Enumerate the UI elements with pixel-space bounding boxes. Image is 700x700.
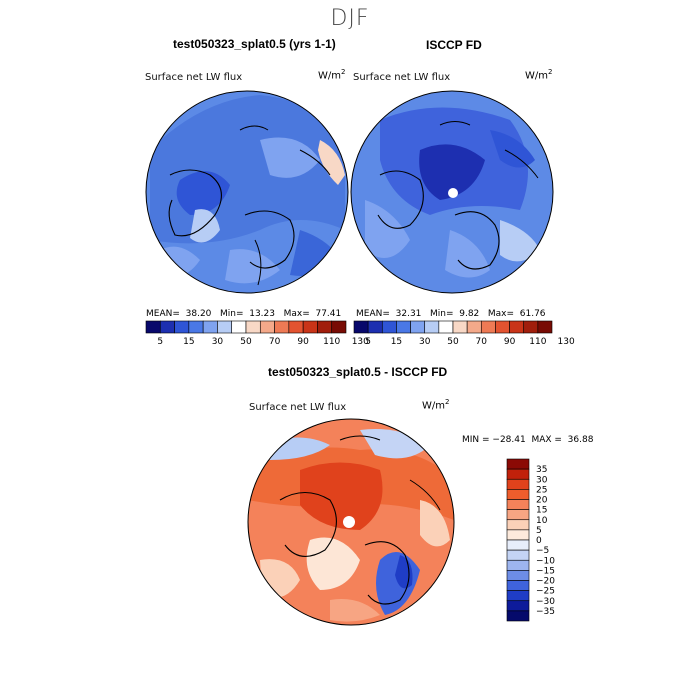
colorbar-swatch: [274, 320, 290, 334]
colorbar-swatch: [331, 320, 347, 334]
colorbar-tick-label: 70: [269, 337, 281, 347]
colorbar-tick-label: 15: [391, 337, 402, 347]
colorbar-swatch: [288, 320, 304, 334]
colorbar-tick-label: 110: [323, 337, 340, 347]
colorbar-swatch: [410, 320, 426, 334]
diff-title: test050323_splat0.5 - ISCCP FD: [268, 365, 448, 379]
colorbar-tick-label: 90: [504, 337, 516, 347]
colorbar-tick-label: 130: [352, 337, 369, 347]
colorbar-swatch: [506, 549, 530, 561]
panel-title-obs: ISCCP FD: [426, 38, 482, 52]
colorbar-swatch: [353, 320, 369, 334]
colorbar-tick-label: −30: [536, 597, 555, 607]
units-diff: W/m2: [422, 398, 450, 412]
colorbar-swatch: [537, 320, 553, 334]
stats-diff: MIN = −28.41 MAX = 36.88: [462, 435, 594, 445]
colorbar-tick-label: 110: [529, 337, 546, 347]
colorbar-tick-label: −15: [536, 566, 555, 576]
colorbar-swatch: [506, 580, 530, 591]
colorbar-swatch: [245, 320, 261, 334]
panel-title-model: test050323_splat0.5 (yrs 1-1): [173, 37, 336, 51]
colorbar-swatch: [188, 320, 204, 334]
figure-title: DJF: [330, 6, 370, 31]
colorbar-tick-label: 5: [157, 337, 163, 347]
colorbar-swatch: [506, 570, 530, 581]
colorbar-tick-label: −35: [536, 607, 555, 617]
colorbar-tick-label: 20: [536, 496, 548, 506]
colorbar-swatch: [466, 320, 482, 334]
colorbar-swatch: [506, 499, 530, 510]
map-model: [146, 91, 348, 293]
colorbar-swatch: [367, 320, 383, 334]
colorbar-swatch: [159, 320, 175, 334]
field-label-obs: Surface net LW flux: [353, 72, 451, 83]
colorbar-swatch: [506, 590, 530, 602]
colorbar-swatch: [217, 320, 233, 334]
colorbar-swatch: [231, 320, 247, 334]
colorbar-swatch: [480, 320, 496, 334]
colorbar-tick-label: 30: [419, 337, 431, 347]
field-label-diff: Surface net LW flux: [249, 402, 347, 413]
colorbar-tick-label: 130: [558, 337, 575, 347]
colorbar-swatch: [259, 320, 275, 334]
colorbar-tick-label: 35: [536, 465, 547, 475]
stats-model: MEAN= 38.20 Min= 13.23 Max= 77.41: [146, 309, 342, 319]
colorbar-swatch: [438, 320, 454, 334]
colorbar-swatch: [506, 610, 530, 622]
colorbar-tick-label: 70: [476, 337, 488, 347]
field-label-model: Surface net LW flux: [145, 72, 243, 83]
colorbar-swatch: [317, 320, 333, 334]
colorbar-tick-label: 5: [365, 337, 371, 347]
stats-obs: MEAN= 32.31 Min= 9.82 Max= 61.76: [356, 309, 546, 319]
colorbar-swatch: [506, 468, 530, 480]
colorbar-swatch: [506, 539, 530, 551]
colorbar-swatch: [381, 320, 397, 334]
units-model: W/m2: [318, 68, 346, 82]
colorbar-swatch: [174, 320, 190, 334]
map-obs: [351, 91, 553, 293]
colorbar-model: 5 15 30 50 70 90 110 130: [145, 320, 369, 347]
colorbar-tick-label: 50: [240, 337, 252, 347]
colorbar-swatch: [506, 600, 530, 612]
colorbar-tick-label: −5: [536, 546, 549, 556]
colorbar-tick-label: 5: [536, 526, 542, 536]
colorbar-tick-label: 10: [536, 516, 548, 526]
colorbar-tick-label: −10: [536, 556, 555, 566]
colorbar-tick-label: −25: [536, 587, 555, 597]
colorbar-swatch: [506, 559, 530, 571]
colorbar-swatch: [302, 320, 318, 334]
colorbar-swatch: [509, 320, 525, 334]
colorbar-tick-label: 50: [447, 337, 459, 347]
colorbar-obs: 5 15 30 50 70 90 110 130: [353, 320, 575, 347]
colorbar-swatch: [506, 458, 530, 470]
colorbar-swatch: [495, 320, 510, 334]
colorbar-swatch: [506, 519, 530, 531]
pole-hole-diff: [343, 516, 355, 528]
colorbar-tick-label: 15: [183, 337, 194, 347]
colorbar-tick-label: 90: [297, 337, 309, 347]
colorbar-swatch: [396, 320, 411, 334]
colorbar-tick-label: 15: [536, 506, 547, 516]
colorbar-tick-label: −20: [536, 577, 555, 587]
colorbar-tick-label: 30: [212, 337, 224, 347]
colorbar-tick-label: 30: [536, 475, 548, 485]
units-obs: W/m2: [525, 68, 553, 82]
colorbar-swatch: [452, 320, 468, 334]
colorbar-swatch: [506, 489, 530, 500]
colorbar-swatch: [145, 320, 161, 334]
colorbar-swatch: [506, 529, 530, 541]
colorbar-swatch: [506, 478, 530, 490]
colorbar-swatch: [506, 509, 530, 521]
colorbar-swatch: [202, 320, 218, 334]
colorbar-tick-label: 25: [536, 485, 547, 495]
pole-hole-obs: [448, 188, 458, 198]
colorbar-tick-label: 0: [536, 536, 542, 546]
colorbar-swatch: [424, 320, 440, 334]
colorbar-swatch: [523, 320, 539, 334]
